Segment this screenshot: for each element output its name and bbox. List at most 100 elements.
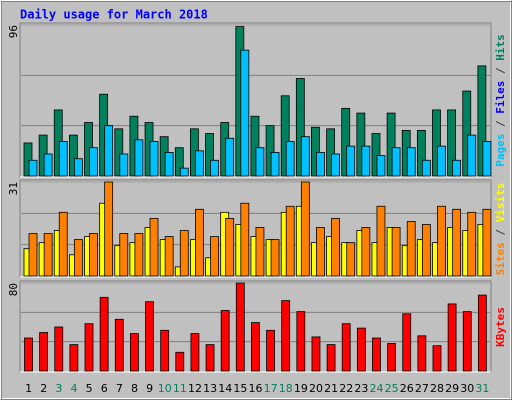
x-tick-label: 23 — [354, 382, 368, 395]
bar — [416, 129, 426, 177]
x-tick-label: 20 — [309, 382, 323, 395]
bar — [376, 205, 386, 277]
bar — [300, 136, 310, 177]
bar — [89, 233, 98, 277]
x-tick-label: 29 — [445, 382, 459, 395]
bar — [316, 152, 325, 177]
bar — [23, 142, 33, 177]
bar — [447, 109, 457, 177]
bar — [220, 310, 230, 372]
x-tick-label: 14 — [218, 382, 232, 395]
bar — [251, 322, 260, 372]
x-tick-label: 19 — [294, 382, 308, 395]
bar — [326, 344, 336, 372]
bar — [39, 332, 49, 372]
x-tick-label: 18 — [279, 382, 293, 395]
x-tick-label: 16 — [249, 382, 263, 395]
bar — [195, 208, 204, 277]
bar — [240, 202, 250, 277]
legend-entry: Sites — [494, 242, 507, 275]
x-tick-label: 6 — [101, 382, 108, 395]
bar — [477, 294, 487, 372]
bar — [406, 221, 416, 277]
bar — [376, 155, 386, 177]
bar — [164, 152, 174, 177]
bar — [402, 313, 412, 372]
bar — [432, 345, 442, 372]
bar — [482, 140, 492, 177]
bar — [421, 224, 431, 277]
legend-entry: KBytes — [494, 307, 507, 347]
x-tick-label: 12 — [188, 382, 202, 395]
bar — [311, 126, 320, 177]
bar — [387, 343, 396, 372]
bar — [386, 112, 396, 177]
bar — [391, 147, 401, 177]
y-tick-label: 96 — [7, 25, 20, 38]
bar — [437, 205, 446, 277]
bar — [175, 351, 185, 372]
bar — [356, 327, 366, 372]
legend-separator: / — [494, 61, 507, 81]
bar — [391, 227, 401, 277]
bar — [43, 153, 53, 177]
x-tick-label: 27 — [415, 382, 429, 395]
bar — [190, 333, 200, 372]
bar — [195, 150, 204, 177]
bar — [331, 153, 340, 177]
bar — [119, 153, 129, 177]
bar — [69, 344, 79, 372]
bar — [482, 208, 492, 277]
bar — [477, 65, 487, 177]
bar — [326, 128, 335, 177]
bar — [240, 49, 250, 177]
bar — [250, 115, 260, 177]
bar — [99, 296, 109, 372]
bar — [58, 140, 68, 177]
bar — [24, 337, 33, 372]
bar — [296, 311, 306, 372]
bar — [280, 95, 290, 177]
bar — [266, 329, 275, 372]
bar — [421, 159, 431, 177]
bar — [84, 323, 94, 372]
bar — [73, 239, 83, 277]
x-tick-label: 9 — [146, 382, 153, 395]
bar — [437, 145, 446, 177]
legend: Sites / Visits — [494, 183, 507, 276]
bar — [341, 323, 351, 372]
bar — [341, 107, 351, 177]
legend-entry: Files — [494, 81, 507, 114]
bar — [300, 181, 310, 277]
bar — [372, 337, 381, 372]
x-tick-label: 15 — [233, 382, 247, 395]
bar — [68, 134, 78, 177]
chart-title: Daily usage for March 2018 — [20, 8, 208, 22]
legend-separator: / — [494, 222, 507, 242]
bar — [255, 227, 265, 277]
bar — [134, 139, 144, 177]
x-tick-label: 4 — [70, 382, 77, 395]
bar — [164, 236, 174, 277]
bar — [58, 211, 68, 277]
legend: KBytes — [494, 307, 507, 347]
x-tick-label: 31 — [475, 382, 489, 395]
bar — [371, 133, 381, 177]
x-tick-label: 30 — [460, 382, 474, 395]
legend-entry: Visits — [494, 183, 507, 223]
x-tick-label: 25 — [385, 382, 399, 395]
y-tick-label: 80 — [7, 283, 20, 296]
x-tick-label: 21 — [324, 382, 338, 395]
bar — [255, 147, 265, 177]
x-tick-label: 26 — [400, 382, 414, 395]
bar — [104, 125, 114, 177]
x-tick-label: 5 — [86, 382, 93, 395]
bar — [462, 90, 472, 177]
bar — [270, 239, 280, 277]
legend-separator: / — [494, 114, 507, 134]
bar — [361, 227, 371, 277]
bar — [406, 147, 416, 177]
bar — [270, 152, 280, 177]
